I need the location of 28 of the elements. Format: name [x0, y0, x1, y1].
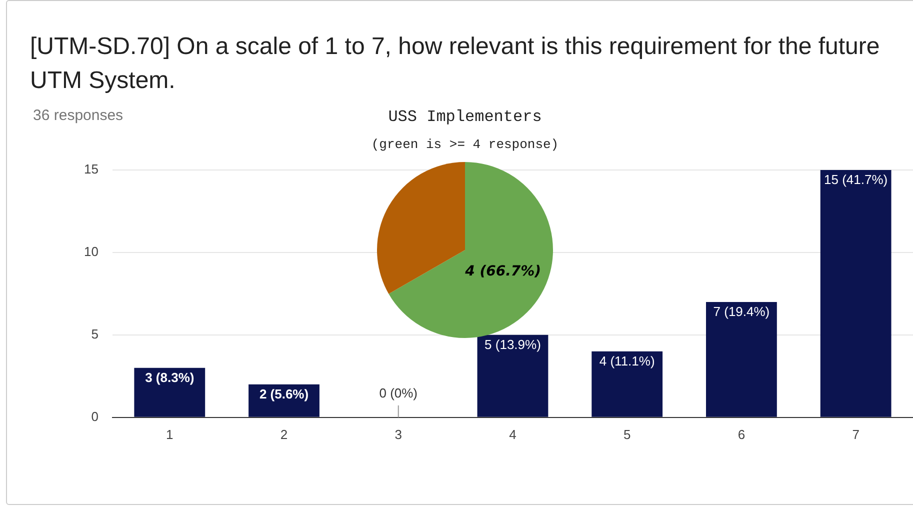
- chart-subtitle: (green is >= 4 response): [370, 137, 560, 152]
- x-tick-label: 5: [623, 426, 631, 442]
- chart-subtitle: 36 responses: [33, 107, 124, 124]
- y-tick-label: 5: [91, 326, 98, 342]
- data-label: 5 (13.9%): [484, 337, 541, 352]
- data-label: 2 (5.6%): [259, 386, 309, 402]
- bar: [134, 368, 206, 417]
- y-tick-label: 10: [84, 244, 98, 260]
- bar: [820, 170, 892, 417]
- data-label: 3 (8.3%): [145, 370, 194, 385]
- chart-title: USS Implementers: [387, 108, 543, 126]
- y-tick-label: 0: [91, 408, 98, 424]
- x-tick-label: 3: [394, 426, 402, 442]
- data-label: 4 (11.1%): [599, 354, 655, 369]
- x-tick-label: 4: [509, 426, 516, 442]
- bar: [592, 351, 663, 417]
- data-label: 4 (66.7%): [464, 264, 542, 280]
- x-tick-label: 1: [166, 426, 174, 442]
- x-tick-label: 7: [852, 426, 860, 442]
- data-label: 15 (41.7%): [824, 172, 888, 188]
- data-label: 7 (19.4%): [713, 304, 770, 320]
- bar: [477, 334, 548, 417]
- data-label: 0 (0%): [379, 385, 418, 400]
- bar: [706, 302, 777, 417]
- x-tick-label: 2: [280, 426, 288, 442]
- chart-title: [UTM-SD.70] On a scale of 1 to 7, how relevant is this requirement for the future UTM System.: [30, 32, 881, 96]
- y-tick-label: 15: [84, 162, 98, 177]
- x-tick-label: 6: [738, 426, 746, 442]
